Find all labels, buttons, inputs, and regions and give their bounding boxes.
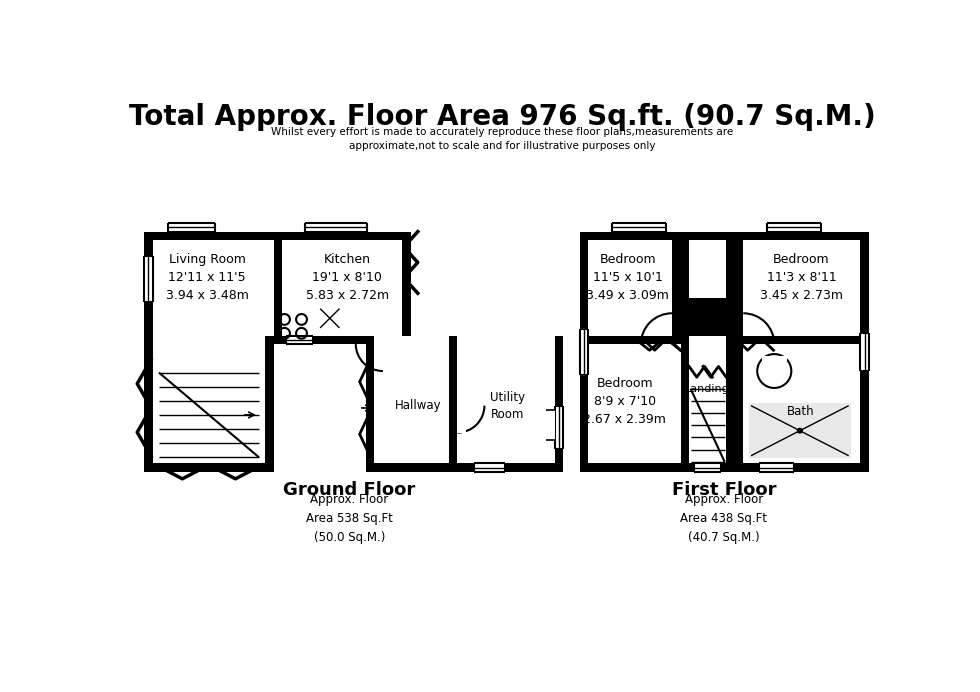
Bar — [749, 403, 851, 458]
Text: Approx. Floor
Area 438 Sq.Ft
(40.7 Sq.M.): Approx. Floor Area 438 Sq.Ft (40.7 Sq.M.… — [680, 493, 767, 544]
Bar — [672, 344, 680, 464]
Circle shape — [798, 428, 803, 433]
Text: Landing: Landing — [685, 384, 730, 394]
Bar — [689, 244, 726, 298]
Bar — [306, 224, 368, 232]
Bar — [612, 224, 665, 232]
Bar — [374, 336, 458, 464]
Text: Utility
Room: Utility Room — [490, 391, 525, 421]
Text: Kitchen
19'1 x 8'10
5.83 x 2.72m: Kitchen 19'1 x 8'10 5.83 x 2.72m — [306, 253, 389, 302]
Bar — [860, 333, 869, 371]
Text: Total Approx. Floor Area 976 Sq.ft. (90.7 Sq.M.): Total Approx. Floor Area 976 Sq.ft. (90.… — [129, 103, 875, 131]
Bar — [555, 406, 564, 449]
Bar — [580, 232, 869, 472]
Bar — [689, 240, 726, 464]
Bar — [144, 232, 411, 344]
Bar — [853, 429, 857, 459]
Bar — [153, 336, 266, 464]
Text: Hallway: Hallway — [395, 399, 442, 412]
Bar — [743, 240, 860, 336]
Bar — [760, 354, 788, 368]
Bar — [761, 356, 787, 366]
Text: Living Room
12'11 x 11'5
3.94 x 3.48m: Living Room 12'11 x 11'5 3.94 x 3.48m — [166, 253, 248, 302]
Bar — [473, 464, 505, 472]
Bar — [547, 410, 555, 440]
Text: Bedroom
11'5 x 10'1
3.49 x 3.09m: Bedroom 11'5 x 10'1 3.49 x 3.09m — [586, 253, 669, 302]
Bar — [853, 429, 857, 459]
Bar — [580, 329, 588, 375]
Bar — [317, 306, 343, 331]
Bar — [318, 307, 341, 329]
Bar — [747, 402, 853, 459]
Bar — [743, 344, 860, 464]
Bar — [366, 336, 466, 472]
Bar — [458, 406, 466, 432]
Bar — [760, 354, 788, 368]
Bar — [449, 336, 564, 472]
Circle shape — [758, 354, 791, 388]
Text: Store: Store — [693, 303, 722, 313]
Text: Whilst every effort is made to accurately reproduce these floor plans,measuremen: Whilst every effort is made to accuratel… — [271, 127, 733, 152]
Bar — [588, 344, 672, 464]
Bar — [169, 224, 215, 232]
Bar — [144, 255, 153, 302]
Bar — [689, 297, 726, 336]
Bar — [449, 336, 458, 464]
Text: Bedroom
8'9 x 7'10
2.67 x 2.39m: Bedroom 8'9 x 7'10 2.67 x 2.39m — [583, 377, 666, 426]
Bar — [759, 464, 794, 472]
Text: Bedroom
11'3 x 8'11
3.45 x 2.73m: Bedroom 11'3 x 8'11 3.45 x 2.73m — [760, 253, 843, 302]
Bar — [695, 464, 721, 472]
Text: Bath: Bath — [787, 406, 814, 419]
Bar — [286, 336, 314, 344]
Bar — [317, 304, 343, 331]
Bar — [588, 240, 672, 336]
Bar — [144, 344, 273, 472]
Bar — [153, 240, 273, 336]
Text: Approx. Floor
Area 538 Sq.Ft
(50.0 Sq.M.): Approx. Floor Area 538 Sq.Ft (50.0 Sq.M.… — [306, 493, 393, 544]
Bar — [282, 240, 402, 336]
Text: Ground Floor: Ground Floor — [283, 482, 416, 500]
Bar — [766, 224, 821, 232]
Text: First Floor: First Floor — [671, 482, 776, 500]
Bar — [851, 430, 858, 458]
Bar — [458, 336, 555, 464]
